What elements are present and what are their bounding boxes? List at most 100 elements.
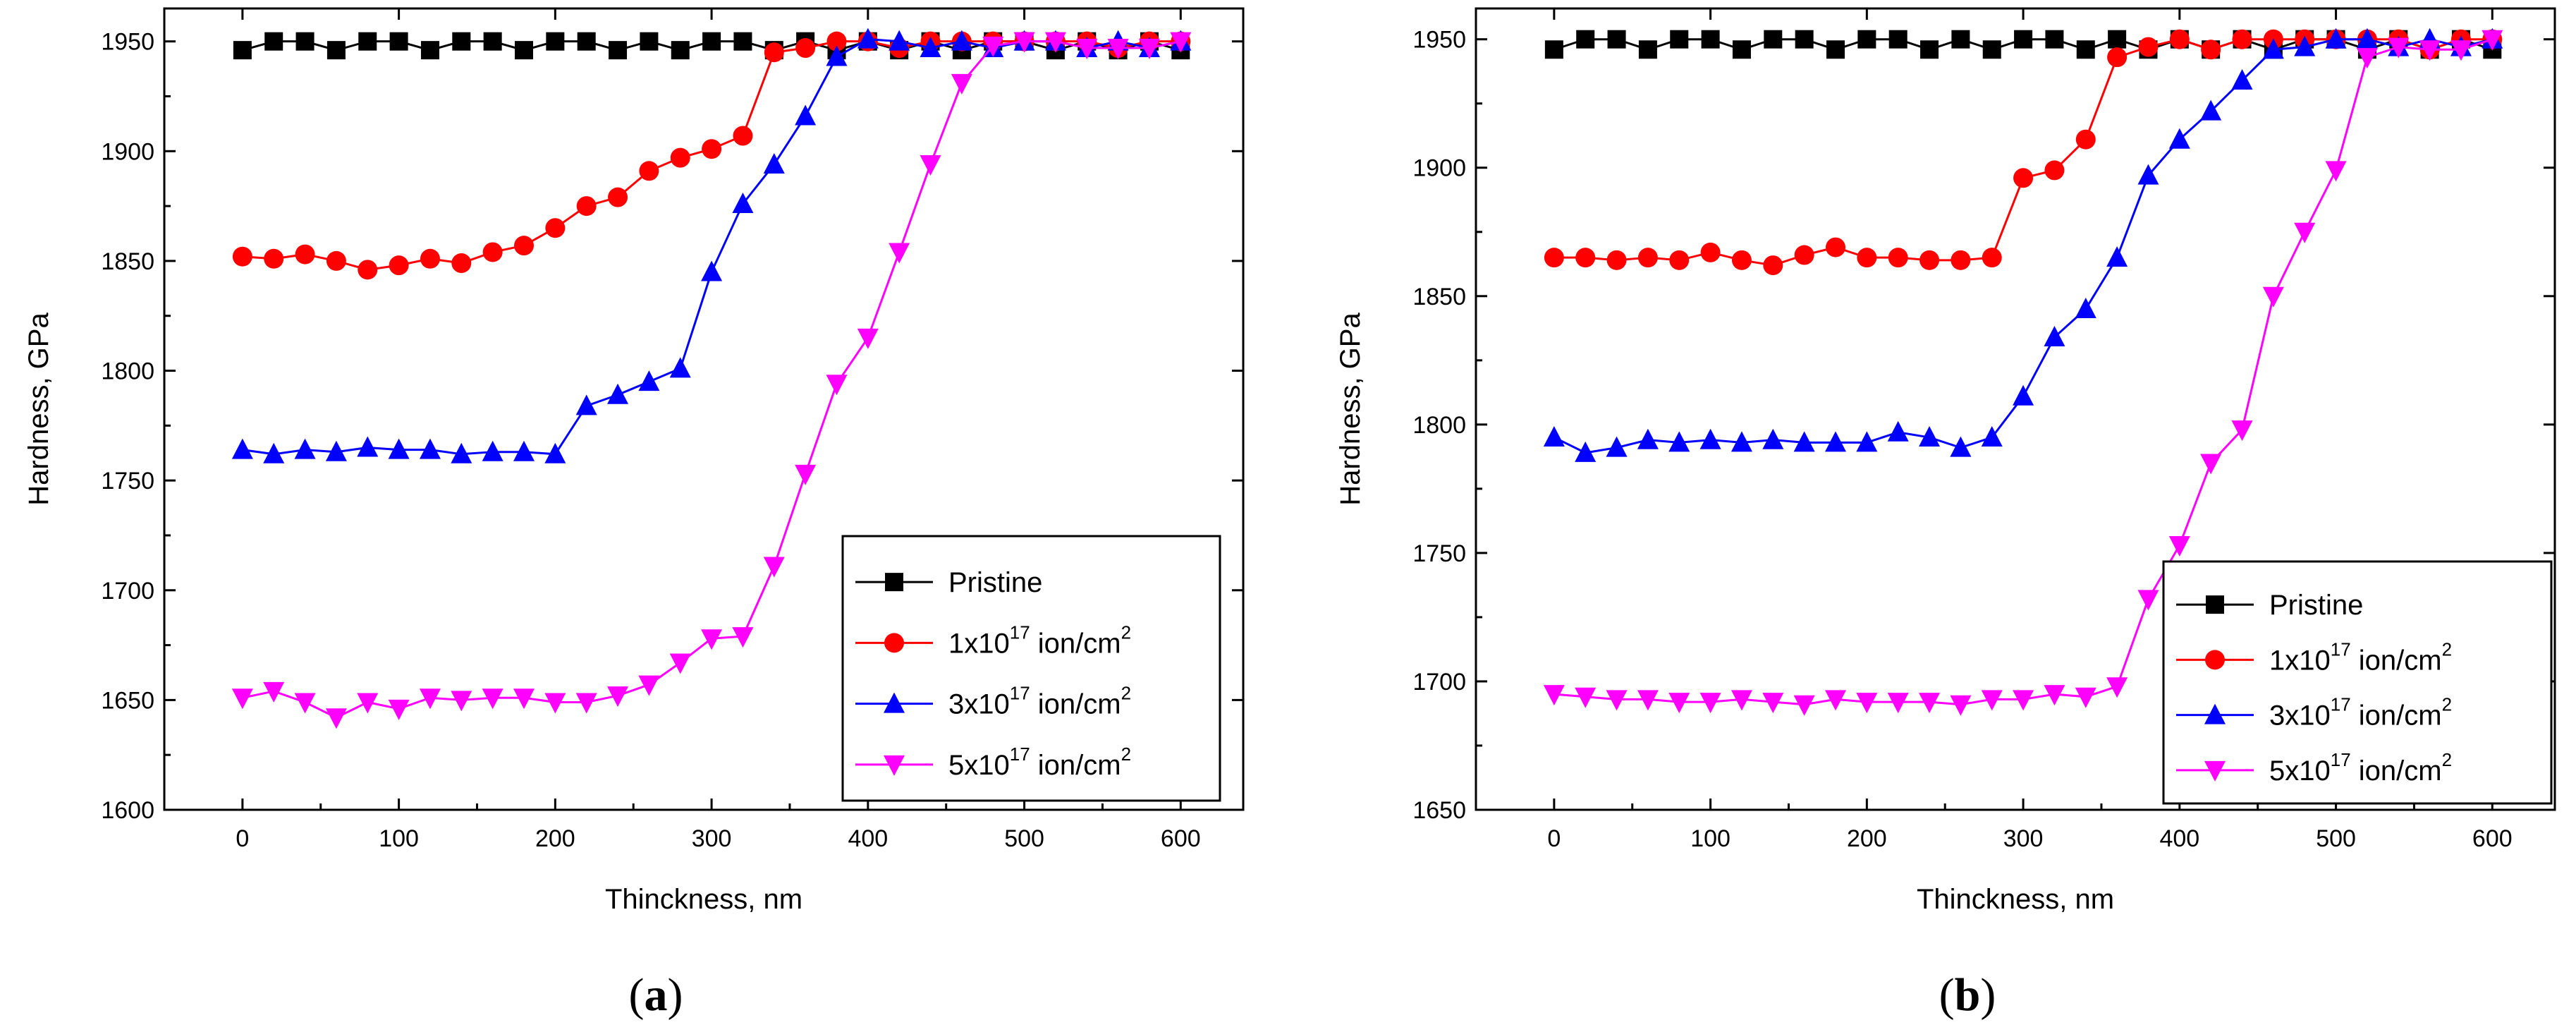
data-point [2075,298,2096,318]
data-point [1606,690,1628,711]
legend-label: 5x1017 ion/cm2 [948,743,1131,781]
data-point [826,31,847,51]
x-tick-label: 300 [692,825,732,852]
data-point [1762,428,1784,449]
data-point [544,442,566,463]
data-point [451,253,472,274]
data-point [2075,687,2096,708]
data-point [1606,250,1627,270]
data-point [264,248,284,269]
data-point [357,693,379,714]
legend-label: 5x1017 ion/cm2 [2269,749,2452,787]
data-point [795,38,816,59]
data-point [2325,28,2347,49]
data-point [607,383,629,404]
data-point [1950,695,1972,716]
data-point [609,41,628,60]
data-point [1107,39,1129,60]
y-tick-label: 1750 [1412,540,1466,567]
data-point [2482,30,2503,51]
data-point [2356,28,2378,49]
data-point [2138,37,2159,57]
data-point [546,32,565,51]
y-tick-label: 1850 [101,248,154,275]
data-point [1950,436,1972,457]
legend-item: 5x1017 ion/cm2 [2176,749,2452,787]
data-point [857,328,879,349]
data-point [669,653,691,674]
data-point [1543,685,1565,706]
x-tick-label: 400 [848,825,888,852]
legend-box [841,535,1221,802]
data-point [701,260,723,281]
data-point [1888,248,1908,268]
data-point [388,438,410,459]
x-tick-label: 0 [236,825,249,852]
data-point [2168,128,2190,149]
data-point [1576,30,1595,49]
data-point [2325,161,2347,182]
series-3 [1543,30,2503,716]
data-point [826,375,848,396]
data-point [1638,40,1657,59]
data-point [1670,30,1689,49]
data-point [1793,431,1815,452]
data-point [1731,250,1752,270]
data-point [1887,693,1909,714]
data-point [2450,40,2472,61]
data-point [1606,436,1628,457]
data-point [671,41,690,60]
data-point [264,32,283,51]
data-point [638,675,660,696]
data-point [577,32,596,51]
legend-item: 3x1017 ion/cm2 [2176,694,2452,731]
data-point [326,41,346,60]
data-point [2232,29,2252,49]
data-point [2075,129,2096,150]
y-tick-label: 1800 [1412,412,1466,439]
plot-frame [1475,7,2556,811]
data-point [295,244,315,265]
legend-label: 1x1017 ion/cm2 [948,621,1131,659]
data-point [920,37,941,58]
data-point [2045,30,2064,49]
data-point [2137,164,2159,185]
data-point [325,440,347,461]
panel-caption: (a) [629,969,683,1021]
data-point [358,32,377,51]
data-point [2200,99,2222,121]
y-axis-title: Hardness, GPa [23,312,54,506]
data-point [1951,250,1971,270]
data-point [1544,248,1564,268]
data-point [1700,242,1721,262]
data-point [1044,32,1066,53]
data-point [419,688,441,710]
data-point [1951,30,1970,49]
data-point [1764,30,1783,49]
data-point [1013,32,1035,53]
legend-marker [884,633,904,653]
data-point [1730,690,1752,711]
data-point [420,248,440,269]
y-tick-label: 1850 [1412,284,1466,310]
chart-panel-b: 0 100 200 300 400 500 600 1650 1700 1750 1800 1850 1… [1335,7,2556,1021]
data-point [1637,428,1659,449]
data-point [2356,48,2378,69]
data-point [575,693,597,714]
y-tick-label: 1750 [101,468,154,494]
legend-marker [2205,650,2225,670]
data-point [294,438,316,459]
legend-marker [884,755,905,776]
data-point [857,28,879,49]
data-point [2137,590,2159,611]
data-point [2231,68,2253,90]
legend-item: 3x1017 ion/cm2 [855,683,1131,720]
legend-label: 3x1017 ion/cm2 [948,683,1131,720]
x-tick-label: 500 [2316,825,2356,852]
y-tick-label: 1900 [101,138,154,165]
data-point [889,243,910,264]
data-point [1575,248,1596,268]
x-tick-label: 100 [379,825,419,852]
data-point [294,693,316,714]
legend-marker [2204,760,2226,782]
